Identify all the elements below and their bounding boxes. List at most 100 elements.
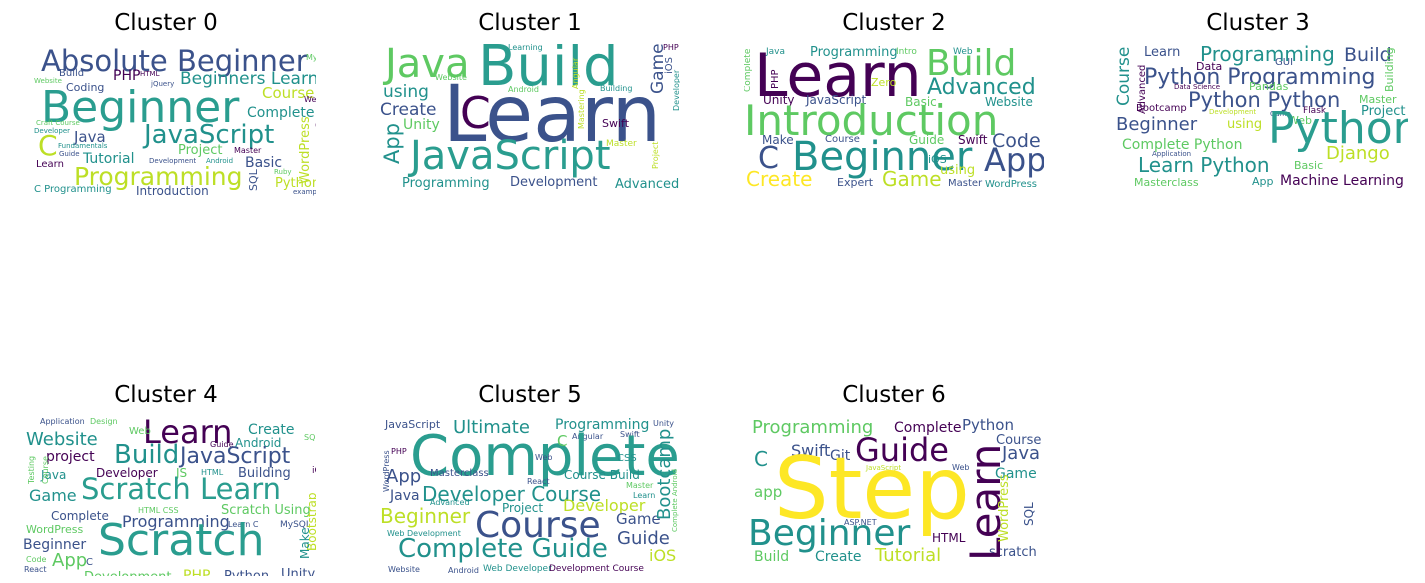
cloud-word-vertical: Make [298,527,312,559]
cloud-word: Guide [909,133,945,147]
cluster-title: Cluster 0 [114,10,218,36]
cloud-word: Learn [443,70,662,160]
cloud-word: HTML CSS [138,506,179,515]
cloud-word: Craft Course [36,119,80,127]
cloud-word: C [460,88,491,139]
cloud-word: Machine Learning [1280,173,1404,189]
cloud-word: Game [882,167,942,191]
cloud-word: Swift [958,133,988,147]
wordcloud: Java Learning Build PHP Website Building using… [380,44,680,204]
cloud-word: Expert [837,176,874,189]
cloud-word: Python Programming [1144,65,1376,90]
cloud-word: Data [1196,60,1223,73]
cloud-word: Master [948,178,983,189]
cloud-word: Unity [653,419,675,428]
cloud-word: C Programming [34,184,112,195]
cloud-word: C [38,129,58,162]
cloud-word: Android [206,157,234,165]
cloud-word: Website [985,95,1033,109]
cloud-word-vertical: SQL [247,169,260,191]
cloud-word: Swift [620,430,640,439]
cloud-word: JavaScript [410,133,611,179]
cloud-word: MySQL [280,520,311,530]
cloud-word: Programming [74,162,243,191]
cloud-word: Programming [1200,44,1335,66]
cloud-word: Game [1270,110,1291,118]
cloud-word: Complete [410,424,680,489]
cloud-word: Application [40,417,85,426]
cloud-word: Create [380,100,437,120]
cloud-word: Developer [96,466,158,480]
cloud-word: Advanced [927,75,1036,100]
cloud-word: Website [26,429,98,450]
wordcloud: Java Programming Intro Web Learn Build Zero Adv… [744,44,1044,204]
cloud-word: PHP [113,68,141,84]
cloud-word: Beginner [748,513,911,554]
cloud-word: Beginner [792,134,973,180]
cloud-word: Game [29,486,77,505]
cloud-word: Complete Python [1122,137,1243,153]
cloud-word-vertical: Mastering [577,89,586,129]
cloud-word: HTML [932,531,966,545]
cloud-word: Web [953,47,973,57]
wordcloud: Programming Complete Python Course Swift Guid… [744,416,1044,576]
cloud-word: Web Development [387,529,461,538]
cloud-word: examples [293,188,316,196]
cloud-word: Android [448,566,479,575]
cloud-word: Basic [245,155,283,171]
cloud-word: Make [762,133,794,147]
cloud-word: app [754,483,783,501]
cloud-word: Programming [752,417,874,438]
cloud-word-vertical: Complete [744,48,753,92]
cloud-word: Developer [563,496,646,515]
cloud-word: Ruby [274,168,292,176]
cloud-word: Build [1344,44,1392,66]
cloud-word: Building [600,84,633,93]
cloud-word: C [754,447,768,471]
cloud-word: Coding [66,81,105,94]
cluster-title: Cluster 1 [478,10,582,36]
cloud-word: ASP.NET [844,518,877,527]
cloud-word: Masterclass [430,468,489,479]
cloud-word: Data Science [1174,83,1221,91]
cloud-word: GUI [1275,57,1294,68]
cloud-word-vertical: Advanced [1137,64,1148,114]
cloud-word: PHP [663,44,679,52]
cloud-word-vertical: Testing [27,455,36,484]
cloud-word: Python [962,416,1014,434]
cloud-word: Python Python [1188,88,1341,112]
cloud-word: Complete [894,420,962,436]
cluster-panel-5: Cluster 5 JavaScript Ultimate Programming Un… [380,372,680,576]
cloud-word: Game [995,466,1037,482]
cloud-word: App [52,550,88,571]
cloud-word: Beginner [41,82,240,133]
cloud-word: scratch [989,545,1037,560]
cloud-word: Learn C [228,520,259,529]
cloud-word: Angular [572,432,604,441]
cloud-word: PHP [183,568,211,576]
cloud-word-vertical: Course [41,456,50,484]
cloud-word: Project [1361,104,1406,119]
cluster-title: Cluster 6 [842,382,946,408]
cloud-word: Build [59,68,85,79]
cloud-word: Intro [896,47,917,57]
cluster-panel-3: Cluster 3 Learn Programming Build Data GUI Pyt… [1108,0,1408,204]
cloud-word: iOS [649,546,677,565]
cloud-word: Pandas [1249,80,1289,93]
cloud-word: Programming [555,417,650,433]
cloud-word: Web [952,463,970,472]
cloud-word: Development [1209,108,1257,116]
cloud-word: App [386,466,422,487]
cloud-word: Java [74,128,106,146]
cloud-word: HTML [201,468,224,477]
cloud-word: Development [84,571,172,576]
cloud-word: Unity [763,93,795,107]
cloud-word: Create [248,422,295,438]
cloud-word: Guide [210,440,234,449]
cloud-word: JavaScript [806,93,867,107]
cloud-word: Beginner [23,537,87,553]
cloud-word: Guide [617,528,670,549]
cloud-word: Web [129,426,151,437]
cloud-word: Course Build [564,468,640,482]
